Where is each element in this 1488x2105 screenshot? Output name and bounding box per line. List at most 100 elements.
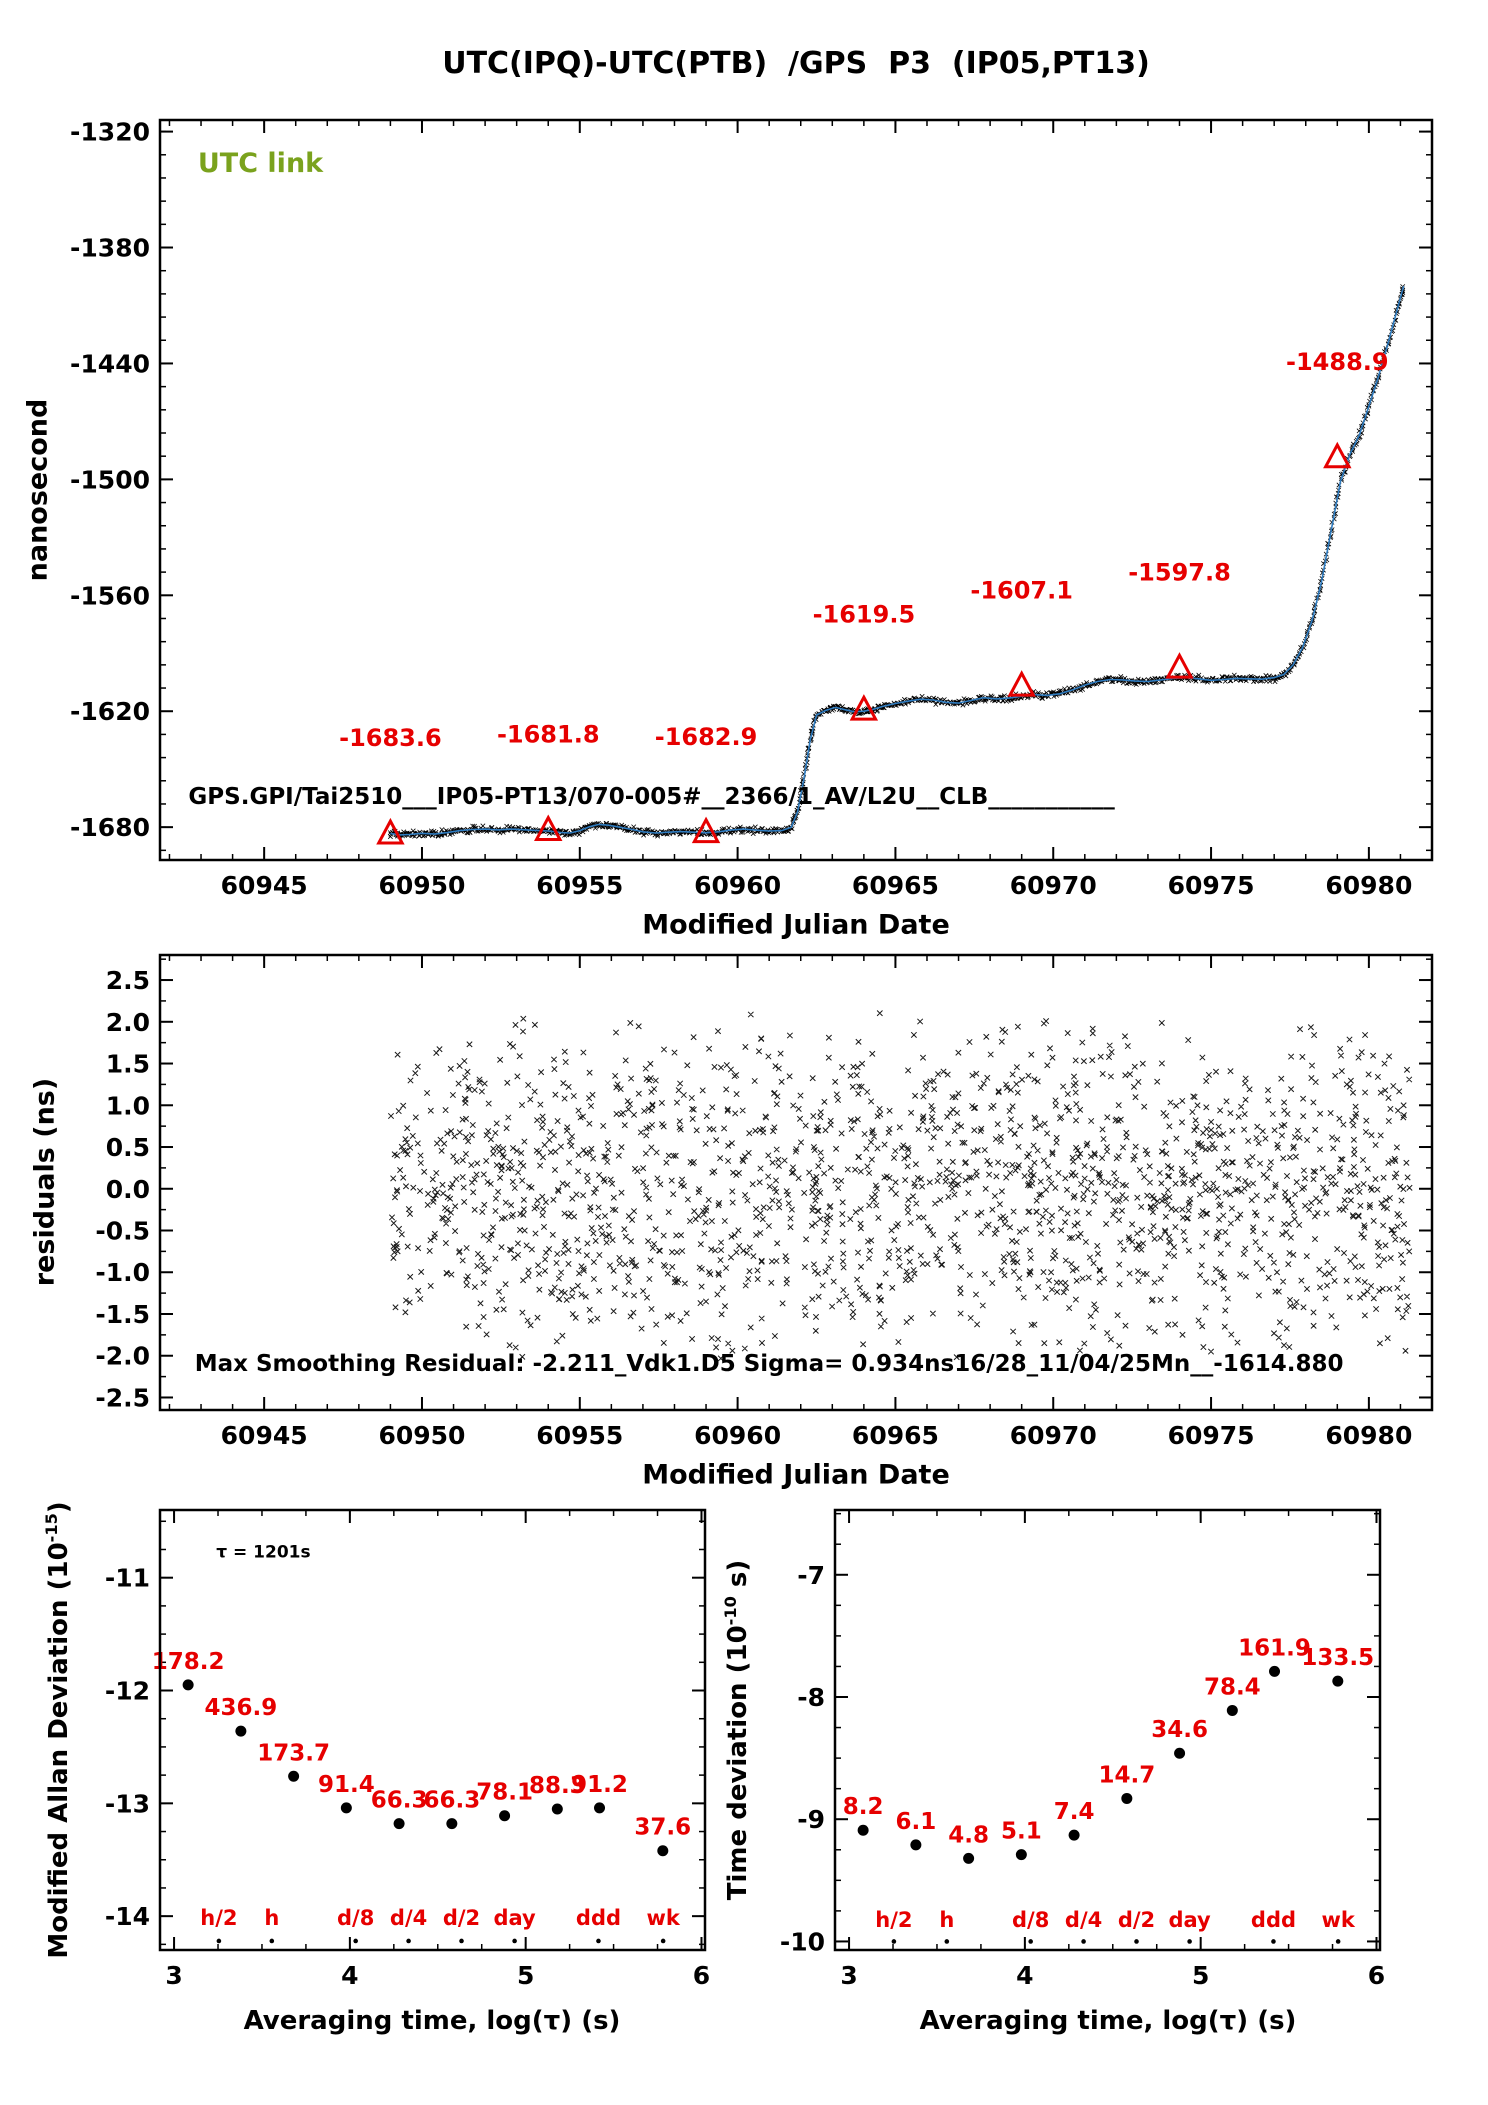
x-tick-label: 5 xyxy=(1192,1961,1209,1990)
triangle-value-label: -1488.9 xyxy=(1286,348,1389,376)
interval-dot xyxy=(1028,1939,1033,1944)
interval-label: d/2 xyxy=(1118,1908,1155,1932)
interval-dot xyxy=(660,1938,666,1944)
data-dot-label: 14.7 xyxy=(1098,1762,1155,1788)
y-tick-label: 2.0 xyxy=(106,1008,150,1037)
interval-label: ddd xyxy=(576,1906,621,1930)
y-tick-label: -2.0 xyxy=(95,1342,150,1371)
x-tick-label: 60975 xyxy=(1168,1421,1255,1450)
plot-annotation: τ = 1201s xyxy=(216,1542,310,1562)
interval-label: d/8 xyxy=(1012,1908,1049,1932)
data-dot-label: 436.9 xyxy=(204,1695,277,1721)
data-dot xyxy=(657,1845,669,1857)
data-dot xyxy=(182,1679,194,1691)
x-axis-label-tau-left: Averaging time, log(τ) (s) xyxy=(243,2006,621,2036)
data-dot xyxy=(963,1852,975,1864)
data-dot-label: 4.8 xyxy=(948,1822,989,1848)
residuals-frame xyxy=(158,953,1434,1412)
y-tick-label: -11 xyxy=(105,1564,150,1593)
mdev-label-pre: Modified Allan Deviation (10 xyxy=(43,1542,74,1959)
mdev-label-post: ) xyxy=(43,1501,74,1514)
interval-dot xyxy=(1271,1939,1276,1944)
y-tick-label: -1380 xyxy=(70,234,150,263)
data-dot xyxy=(594,1802,606,1814)
data-dot xyxy=(1015,1849,1027,1861)
data-dot-label: 37.6 xyxy=(634,1815,691,1841)
data-dot-label: 178.2 xyxy=(152,1649,225,1675)
interval-dot xyxy=(891,1939,897,1944)
data-dot-label: 6.1 xyxy=(895,1809,936,1835)
data-dot-label: 66.3 xyxy=(423,1788,480,1814)
mdev-frame xyxy=(158,1508,707,1952)
utc-link-plot: 60945 60950 60955 60960 60965 60970 60975 60980… xyxy=(70,118,1434,900)
y-tick-label: 0.5 xyxy=(106,1133,150,1162)
triangle-value-label: -1681.8 xyxy=(497,721,600,749)
data-dot xyxy=(1269,1665,1281,1677)
x-tick-label: 4 xyxy=(341,1961,358,1990)
triangle-marker xyxy=(1007,670,1036,697)
trace-markers xyxy=(387,284,1406,840)
interval-dot xyxy=(459,1938,464,1944)
plot-annotation: GPS.GPI/Tai2510___IP05-PT13/070-005#__23… xyxy=(188,784,1115,810)
utc-link-frame xyxy=(158,118,1434,862)
y-tick-label: -9 xyxy=(797,1805,825,1834)
interval-label: h/2 xyxy=(875,1908,912,1932)
data-dot-label: 173.7 xyxy=(257,1740,330,1766)
y-tick-label: -1500 xyxy=(70,465,150,494)
interval-dot xyxy=(944,1939,950,1944)
data-dot xyxy=(910,1839,922,1851)
plot-annotation: Max Smoothing Residual: -2.211_Vdk1.D5 S… xyxy=(195,1351,1344,1377)
tdev-plot: 3 4 5 6 -7 -8 -9 -10 8.2 6.1 4.8 5.1 7.414.7 34.6 78.4… xyxy=(780,1508,1385,1990)
data-dot-label: 8.2 xyxy=(843,1794,884,1820)
tdev-frame xyxy=(833,1508,1382,1952)
data-dot xyxy=(1332,1675,1344,1687)
interval-label: d/2 xyxy=(443,1906,480,1930)
x-axis-label-mjd-middle: Modified Julian Date xyxy=(642,1459,950,1491)
triangle-value-label: -1683.6 xyxy=(339,724,442,752)
plot-annotation: UTC link xyxy=(198,148,324,179)
y-tick-label: -1680 xyxy=(70,813,150,842)
x-tick-label: 60955 xyxy=(536,871,623,900)
y-tick-label: -1.5 xyxy=(95,1300,150,1329)
x-tick-label: 3 xyxy=(165,1961,182,1990)
data-dot-label: 91.2 xyxy=(571,1772,628,1798)
interval-label: h/2 xyxy=(200,1906,237,1930)
triangle-marker xyxy=(849,694,879,721)
x-tick-label: 6 xyxy=(1368,1961,1385,1990)
x-tick-label: 60960 xyxy=(694,871,781,900)
y-tick-label: 1.5 xyxy=(106,1050,150,1079)
interval-label: d/4 xyxy=(390,1906,427,1930)
y-tick-label: -1440 xyxy=(70,349,150,378)
interval-dot xyxy=(1134,1939,1139,1944)
interval-label: h xyxy=(264,1906,279,1930)
page-title: UTC(IPQ)-UTC(PTB) /GPS P3 (IP05,PT13) xyxy=(442,46,1150,81)
mdev-plot: 3 4 5 6-11-12-13-14178.2436.9173.791.466.36… xyxy=(105,1508,710,1990)
interval-dot xyxy=(353,1938,358,1944)
data-dot-label: 133.5 xyxy=(1301,1645,1374,1671)
data-dot xyxy=(393,1818,405,1830)
data-dot-label: 161.9 xyxy=(1238,1635,1311,1661)
y-tick-label: -8 xyxy=(797,1683,825,1712)
x-tick-label: 5 xyxy=(517,1961,534,1990)
y-axis-label-nanosecond: nanosecond xyxy=(22,398,54,582)
interval-label: d/8 xyxy=(337,1906,374,1930)
triangle-marker xyxy=(376,817,405,845)
y-axis-label-tdev: Time deviation (10-10 s) xyxy=(721,1560,753,1900)
interval-label: day xyxy=(1168,1908,1211,1932)
data-dot-label: 7.4 xyxy=(1054,1799,1095,1825)
y-tick-label: -1.0 xyxy=(95,1258,150,1287)
x-axis-label-mjd-top: Modified Julian Date xyxy=(642,909,950,941)
interval-dot xyxy=(216,1938,222,1944)
y-tick-label: -1620 xyxy=(70,697,150,726)
x-tick-label: 6 xyxy=(693,1961,710,1990)
trace-line xyxy=(390,285,1405,836)
interval-dot xyxy=(596,1938,601,1944)
data-dot-label: 78.1 xyxy=(476,1780,533,1806)
data-dot xyxy=(1068,1829,1080,1841)
interval-dot xyxy=(1187,1939,1192,1944)
data-dot-label: 66.3 xyxy=(371,1788,428,1814)
data-dot xyxy=(288,1770,300,1782)
y-tick-label: -13 xyxy=(105,1789,150,1818)
triangle-value-label: -1682.9 xyxy=(655,723,758,751)
interval-label: wk xyxy=(1321,1908,1355,1932)
